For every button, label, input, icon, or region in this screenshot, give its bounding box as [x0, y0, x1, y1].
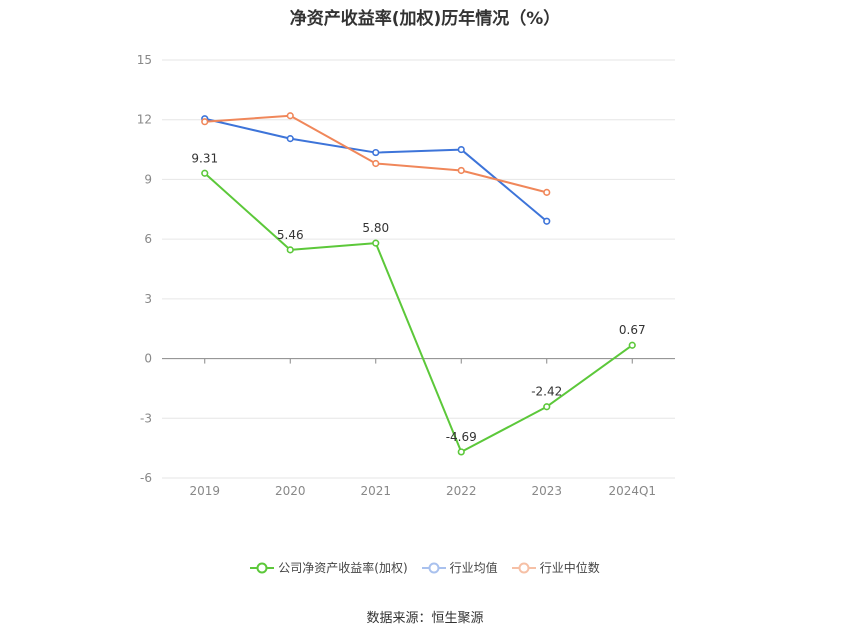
data-label: 5.80 — [362, 221, 389, 235]
data-source: 数据来源：恒生聚源 — [366, 611, 484, 626]
y-tick-label: -6 — [140, 471, 152, 485]
data-label: -2.42 — [531, 385, 562, 399]
y-tick-label: 0 — [144, 352, 152, 366]
series-point-0 — [286, 246, 294, 254]
y-tick-label: 6 — [144, 232, 152, 246]
y-tick-label: 9 — [144, 172, 152, 186]
y-tick-label: 3 — [144, 292, 152, 306]
series-point-2 — [201, 118, 209, 126]
y-tick-label: 15 — [137, 53, 152, 67]
chart-title: 净资产收益率(加权)历年情况（%） — [289, 9, 561, 29]
series-point-0 — [457, 448, 465, 456]
series-point-2 — [372, 159, 380, 168]
series-point-1 — [543, 217, 551, 225]
x-tick-label: 2023 — [531, 484, 562, 498]
series-point-1 — [286, 135, 294, 143]
data-label: 5.46 — [277, 228, 304, 242]
series-line-0 — [204, 172, 633, 453]
data-label: 9.31 — [191, 151, 218, 165]
x-tick-label: 2019 — [189, 484, 220, 498]
y-tick-label: -3 — [140, 411, 152, 425]
legend-label-industry-median: 行业中位数 — [539, 561, 600, 575]
series-point-0 — [201, 169, 209, 177]
series-point-2 — [457, 166, 465, 175]
series-line-1 — [204, 117, 548, 222]
data-label: -4.69 — [446, 430, 477, 444]
legend-label-company: 公司净资产收益率(加权) — [278, 561, 408, 575]
legend-marker-industry-median — [511, 562, 536, 573]
x-tick-label: 2022 — [446, 484, 477, 498]
legend-item-industry-mean[interactable]: 行业均值 — [421, 559, 498, 576]
legend-marker-industry-mean — [421, 562, 446, 573]
legend-label-industry-mean: 行业均值 — [449, 561, 498, 575]
y-tick-label: 12 — [137, 113, 152, 127]
x-tick-label: 2024Q1 — [608, 484, 656, 498]
series-point-0 — [543, 403, 551, 411]
legend-item-industry-median[interactable]: 行业中位数 — [511, 559, 600, 576]
legend-marker-company — [250, 562, 275, 573]
series-point-0 — [372, 239, 380, 247]
x-tick-label: 2020 — [275, 484, 306, 498]
series-point-2 — [286, 112, 294, 120]
data-label: 0.67 — [619, 323, 646, 337]
x-tick-label: 2021 — [360, 484, 391, 498]
series-point-2 — [543, 188, 551, 196]
legend: 公司净资产收益率(加权) 行业均值 行业中位数 — [0, 559, 850, 576]
series-point-1 — [372, 148, 380, 157]
legend-item-company[interactable]: 公司净资产收益率(加权) — [250, 559, 408, 576]
series-point-0 — [628, 341, 636, 349]
series-point-1 — [457, 145, 465, 154]
